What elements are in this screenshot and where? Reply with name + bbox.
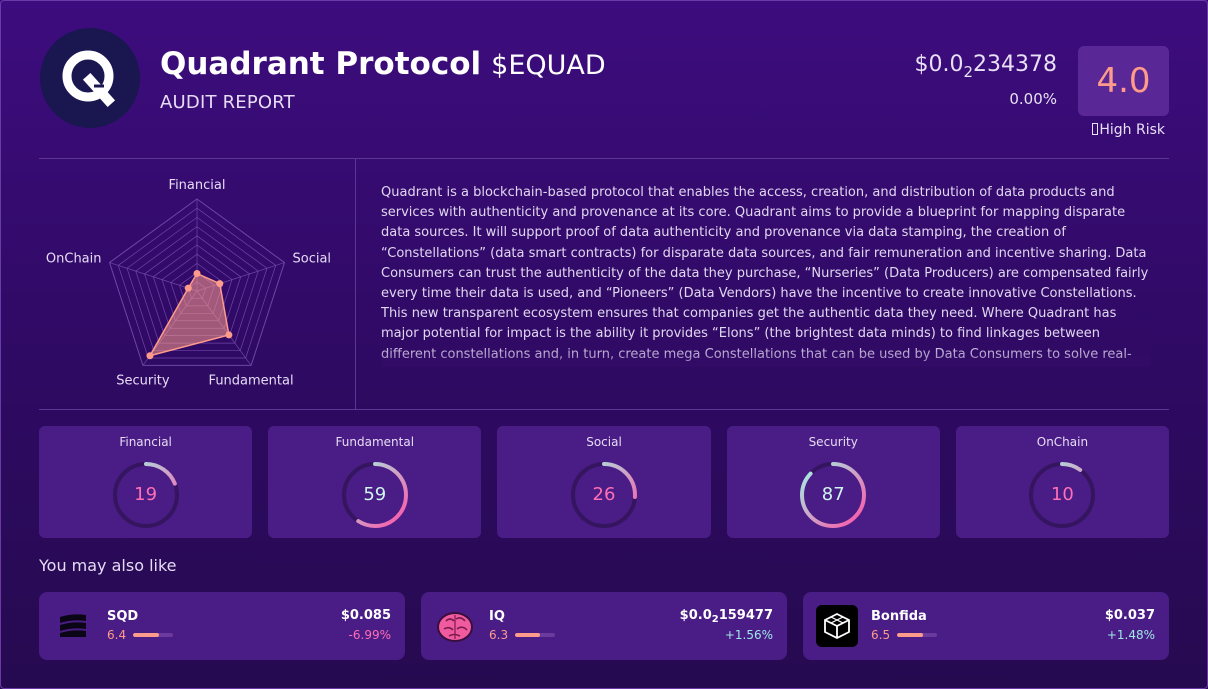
recommendation-change: -6.99% [348, 628, 391, 642]
score-cards: Financial 19 Fundamental 59 Social 26 Security… [39, 426, 1170, 538]
radar-point-onchain [184, 284, 192, 292]
radar-point-social [216, 280, 224, 288]
gauge-fill [800, 462, 867, 528]
q-logo-icon [62, 50, 116, 108]
score-radar-chart: Financial Social Fundamental Security OnChai… [46, 178, 331, 388]
score-bar-fill [515, 633, 541, 637]
score-card-label: Social [586, 435, 622, 449]
score-card-value: 26 [592, 484, 616, 505]
recommendation-score: 6.4 [107, 628, 127, 642]
divider-middle [39, 409, 1169, 410]
gauge-fill [571, 462, 637, 528]
overall-score-badge: 4.0 [1078, 46, 1169, 116]
recommendation-change: +1.48% [1106, 628, 1155, 642]
score-card-label: OnChain [1036, 435, 1089, 449]
recommendation-card-bonfida[interactable]: Bonfida 6.5 $0.037 +1.48% [803, 592, 1169, 660]
score-card-value: 87 [821, 484, 845, 505]
score-card-security[interactable]: Security 87 [726, 426, 940, 538]
warning-icon [1092, 123, 1099, 135]
divider-vertical [355, 158, 356, 409]
recommendation-score-bar [133, 633, 173, 637]
recommendation-change: +1.56% [724, 628, 773, 642]
recommendation-name: Bonfida [871, 609, 927, 624]
also-like-heading: You may also like [39, 556, 177, 575]
score-card-label: Fundamental [335, 435, 415, 449]
score-card-financial[interactable]: Financial 19 [39, 426, 253, 538]
score-card-value: 10 [1050, 484, 1074, 505]
price-digits: 234378 [973, 52, 1057, 77]
score-gauge [800, 462, 867, 528]
score-bar-fill [133, 633, 159, 637]
recommendation-score: 6.3 [489, 628, 509, 642]
radar-point-financial [193, 270, 201, 278]
score-gauge [1029, 462, 1096, 528]
brain-logo-icon [434, 605, 476, 647]
score-card-value: 59 [363, 484, 387, 505]
score-bar-fill [897, 633, 923, 637]
recommendation-score-bar [515, 633, 555, 637]
project-title-row: Quadrant Protocol $EQUAD [160, 46, 606, 82]
token-price: $0.02234378 [914, 52, 1057, 81]
radar-ring [117, 207, 277, 359]
sqd-logo-icon [52, 605, 94, 647]
risk-label: High Risk [1099, 122, 1165, 138]
divider-top [39, 158, 1169, 159]
radar-ring [108, 198, 286, 366]
radar-label-social: Social [292, 252, 331, 267]
recommendation-price: $0.02159477 [679, 608, 773, 625]
risk-level: High Risk [1092, 122, 1165, 138]
radar-spoke [109, 262, 198, 292]
score-card-value: 19 [134, 484, 158, 505]
score-card-fundamental[interactable]: Fundamental 59 [268, 426, 482, 538]
recommendation-score-bar [897, 633, 937, 637]
gauge-fill [341, 462, 408, 528]
recommendation-price: $0.085 [340, 608, 391, 623]
radar-label-onchain: OnChain [46, 252, 102, 267]
score-gauge [571, 462, 637, 528]
score-card-label: Security [808, 435, 858, 449]
recommendation-score: 6.5 [871, 628, 891, 642]
gauge-fill [112, 462, 179, 528]
score-gauge [341, 462, 408, 528]
project-logo [40, 28, 140, 128]
radar-ring [126, 216, 268, 351]
score-gauge [112, 462, 179, 528]
project-ticker: $EQUAD [491, 50, 606, 81]
radar-label-fundamental: Fundamental [209, 373, 294, 388]
price-zero-count: 2 [963, 63, 974, 81]
radar-point-security [146, 352, 154, 360]
score-card-onchain[interactable]: OnChain 10 [955, 426, 1170, 538]
recommendation-list: SQD 6.4 $0.085 -6.99% IQ 6.3 $0.02159477 +1.56%… [39, 592, 1169, 660]
score-card-social[interactable]: Social 26 [497, 426, 711, 538]
radar-label-financial: Financial [169, 178, 226, 193]
recommendation-card-iq[interactable]: IQ 6.3 $0.02159477 +1.56% [421, 592, 787, 660]
recommendation-name: IQ [489, 609, 505, 624]
page-subtitle: AUDIT REPORT [160, 92, 295, 113]
recommendation-name: SQD [107, 609, 139, 624]
project-name: Quadrant Protocol [160, 46, 482, 82]
project-description: Quadrant is a blockchain-based protocol … [381, 185, 1149, 362]
radar-label-security: Security [116, 373, 170, 388]
score-card-label: Financial [119, 435, 172, 449]
gauge-fill [1029, 462, 1096, 528]
price-change: 0.00% [1009, 90, 1057, 108]
cube-logo-icon [816, 605, 858, 647]
recommendation-price: $0.037 [1104, 608, 1155, 623]
radar-point-fundamental [225, 331, 233, 339]
price-prefix: $0.0 [914, 52, 964, 77]
recommendation-card-sqd[interactable]: SQD 6.4 $0.085 -6.99% [39, 592, 405, 660]
